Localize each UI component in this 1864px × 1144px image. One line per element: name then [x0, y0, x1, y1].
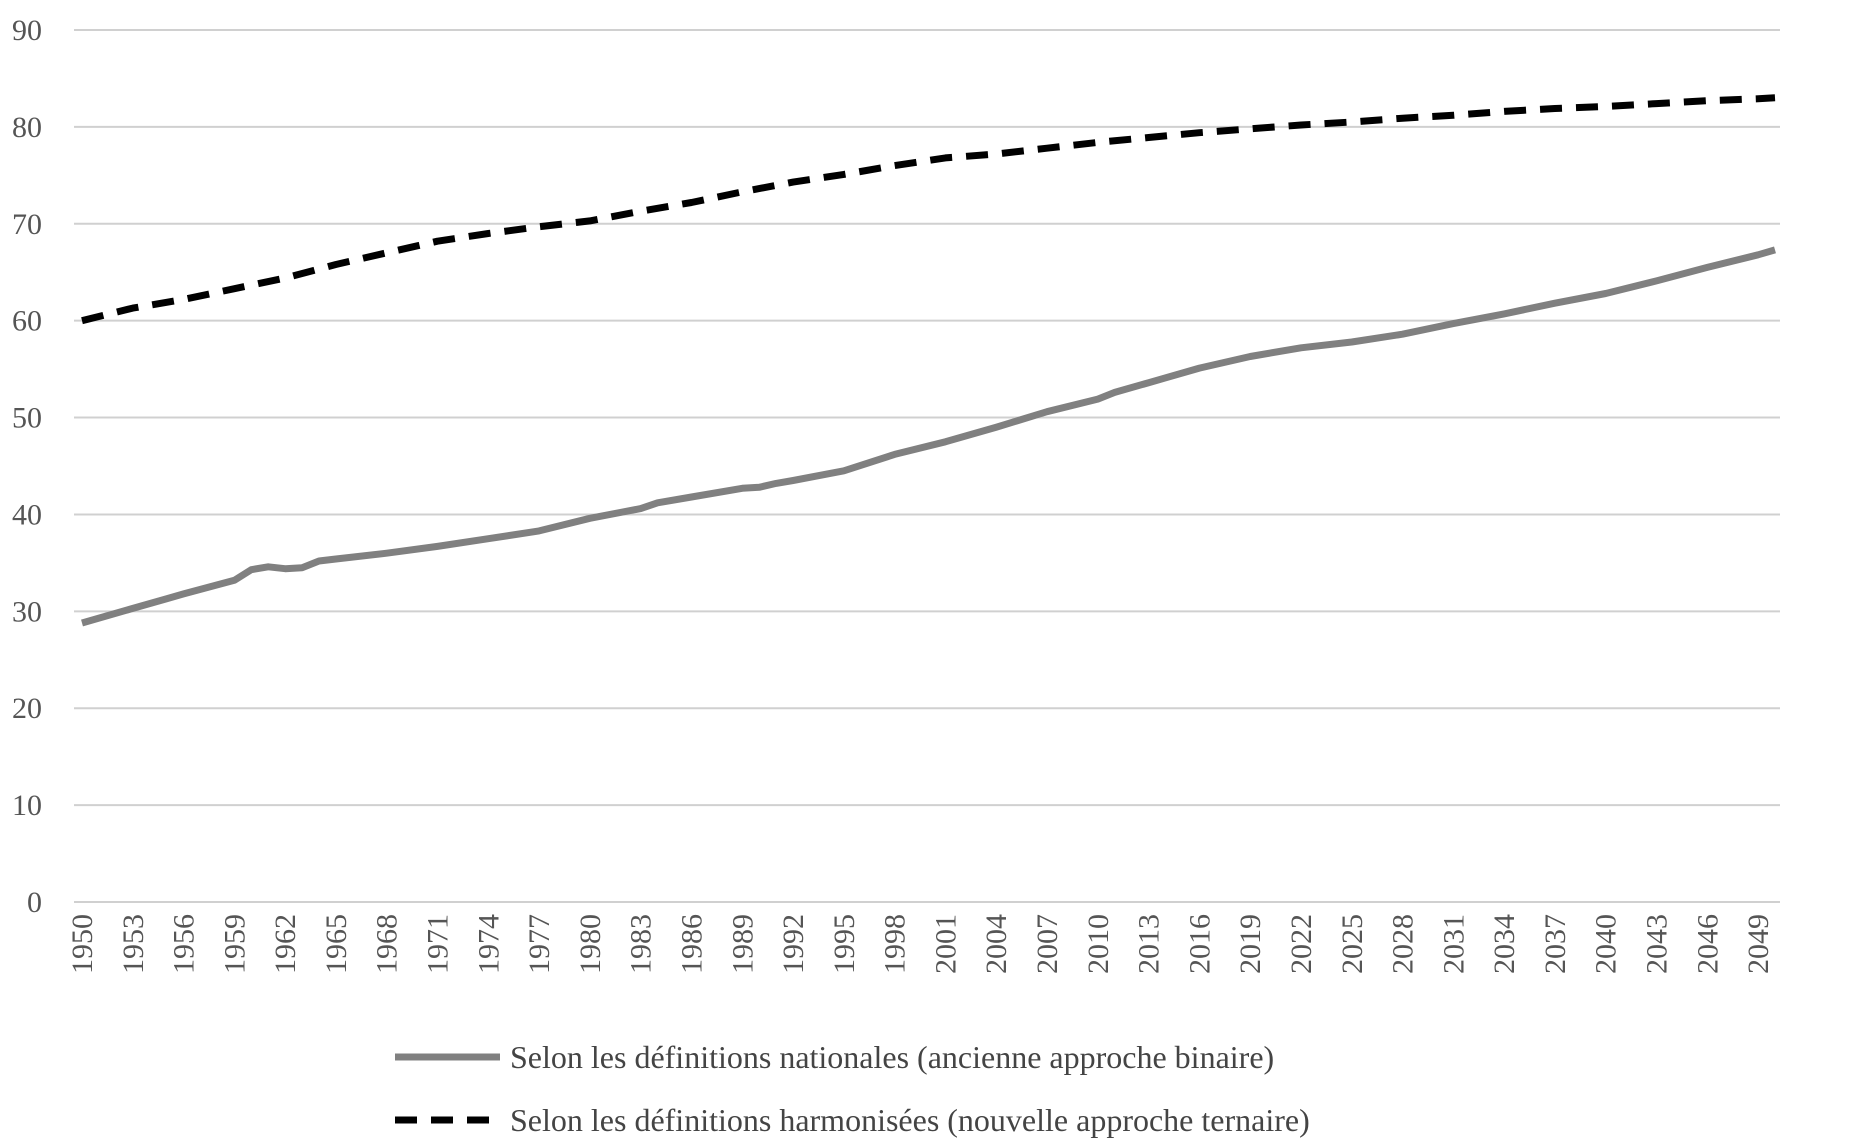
- gridlines: [74, 29, 1780, 903]
- x-tick-label: 1977: [523, 914, 556, 974]
- y-tick-label: 90: [12, 14, 42, 47]
- y-axis: 0 10 20 30 40 50 60 70 80 90: [12, 14, 42, 919]
- legend: Selon les définitions nationales (ancien…: [395, 1039, 1310, 1138]
- x-tick-label: 1950: [66, 914, 99, 974]
- x-tick-label: 2025: [1336, 914, 1369, 974]
- x-axis: 1950 1953 1956 1959 1962 1965 1968 1971 1974 1977…: [66, 914, 1775, 974]
- x-tick-label: 2049: [1742, 914, 1775, 974]
- x-tick-label: 1956: [168, 914, 201, 974]
- x-tick-label: 1962: [269, 914, 302, 974]
- y-tick-label: 50: [12, 402, 42, 435]
- x-tick-label: 2040: [1590, 914, 1623, 974]
- x-tick-label: 2034: [1488, 914, 1521, 974]
- x-tick-label: 2043: [1640, 914, 1673, 974]
- x-tick-label: 1953: [117, 914, 150, 974]
- x-tick-label: 2001: [929, 914, 962, 974]
- y-tick-label: 80: [12, 111, 42, 144]
- x-tick-label: 2046: [1691, 914, 1724, 974]
- x-tick-label: 1992: [777, 914, 810, 974]
- x-tick-label: 2007: [1031, 914, 1064, 974]
- legend-label-nationales: Selon les définitions nationales (ancien…: [510, 1039, 1274, 1075]
- x-tick-label: 1995: [828, 914, 861, 974]
- y-tick-label: 60: [12, 305, 42, 338]
- x-tick-label: 1959: [218, 914, 251, 974]
- x-tick-label: 2019: [1234, 914, 1267, 974]
- x-tick-label: 2031: [1437, 914, 1470, 974]
- x-tick-label: 1971: [422, 914, 455, 974]
- series-line-harmonisees: [81, 94, 1776, 325]
- x-tick-label: 1989: [726, 914, 759, 974]
- x-tick-label: 1965: [320, 914, 353, 974]
- y-tick-label: 40: [12, 498, 42, 531]
- x-tick-label: 2022: [1285, 914, 1318, 974]
- x-tick-label: 2004: [980, 914, 1013, 974]
- x-tick-label: 1986: [675, 914, 708, 974]
- x-tick-label: 2028: [1387, 914, 1420, 974]
- y-tick-label: 70: [12, 208, 42, 241]
- x-tick-label: 1980: [574, 914, 607, 974]
- y-tick-label: 30: [12, 595, 42, 628]
- y-tick-label: 10: [12, 789, 42, 822]
- series-line-nationales: [81, 246, 1776, 627]
- x-tick-label: 2013: [1133, 914, 1166, 974]
- series-lines: [81, 94, 1776, 627]
- legend-label-harmonisees: Selon les définitions harmonisées (nouve…: [510, 1102, 1310, 1138]
- x-tick-label: 2037: [1539, 914, 1572, 974]
- y-tick-label: 0: [27, 886, 42, 919]
- x-tick-label: 1974: [472, 914, 505, 974]
- x-tick-label: 2016: [1183, 914, 1216, 974]
- x-tick-label: 1983: [625, 914, 658, 974]
- x-tick-label: 1998: [879, 914, 912, 974]
- x-tick-label: 2010: [1082, 914, 1115, 974]
- x-tick-label: 1968: [371, 914, 404, 974]
- y-tick-label: 20: [12, 692, 42, 725]
